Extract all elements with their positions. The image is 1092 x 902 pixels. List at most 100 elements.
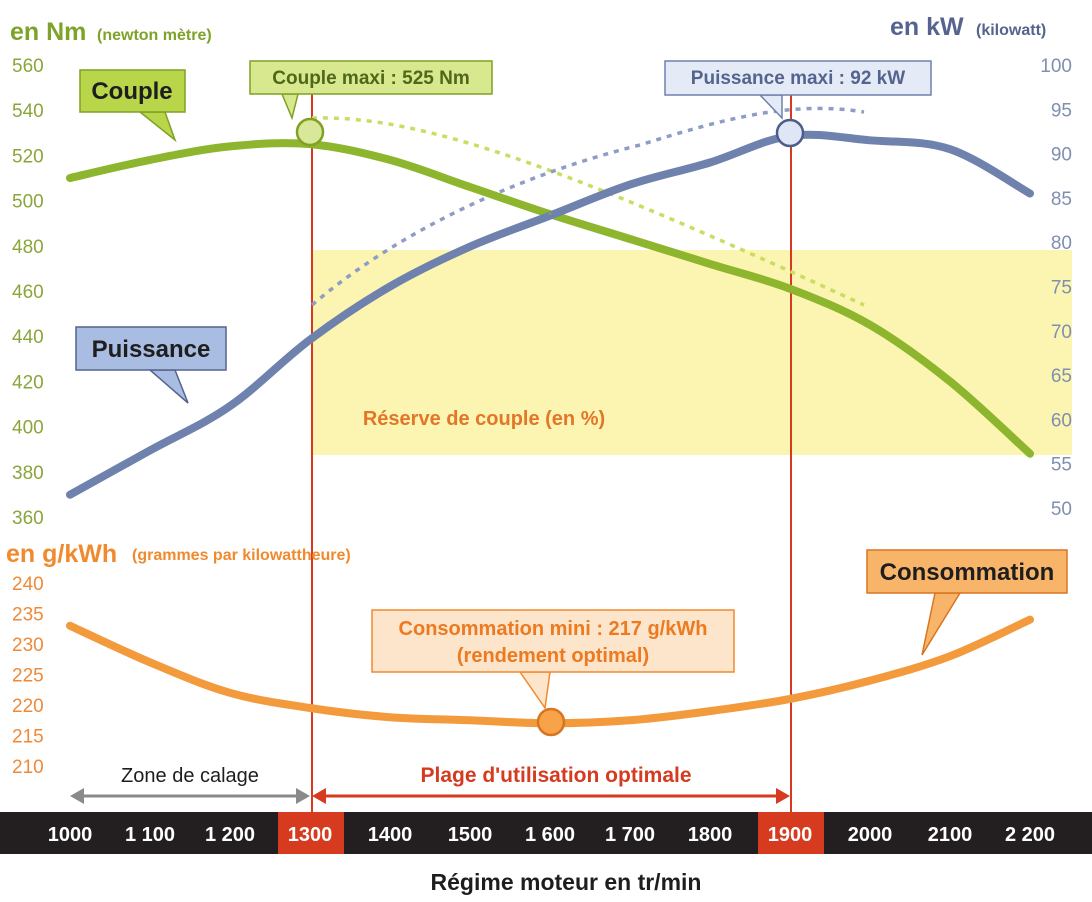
x-axis-bar [0,812,1092,854]
kw-unit: en kW [890,13,964,41]
consommation-label: Consommation [880,559,1055,586]
kw-tick-80: 80 [1051,233,1072,254]
x-tick-1300: 1300 [288,824,333,846]
nm-unit-desc: (newton mètre) [97,27,212,44]
nm-tick-460: 460 [12,282,44,303]
nm-tick-500: 500 [12,192,44,213]
g-tick-240: 240 [12,574,44,595]
x-tick-1600: 1 600 [525,824,575,846]
kw-tick-90: 90 [1051,145,1072,166]
x-tick-1000: 1000 [48,824,93,846]
couple-maxi-label: Couple maxi : 525 Nm [272,68,469,89]
kw-tick-70: 70 [1051,322,1072,343]
couple-point-1900 [788,287,792,291]
puissance-point-1100 [148,448,152,452]
kw-ticks: 100 95 90 85 80 75 70 65 60 55 50 [1040,56,1072,520]
puissance-label-callout: Puissance [75,326,227,404]
consommation-label-callout: Consommation [866,549,1068,656]
consommation-point-1200 [228,691,232,695]
conso-min-marker [536,707,566,737]
consommation-point-2000 [868,679,872,683]
x-axis-title: Régime moteur en tr/min [431,869,702,895]
x-tick-2100: 2100 [928,824,973,846]
nm-tick-480: 480 [12,237,44,258]
g-unit-desc: (grammes par kilowattheure) [132,547,351,564]
puissance-point-2000 [868,138,872,142]
g-ticks: 240 235 230 225 220 215 210 [12,574,44,778]
consommation-point-1100 [148,660,152,664]
x-tick-1900: 1900 [768,824,813,846]
conso-mini-label-1: Consommation mini : 217 g/kWh [399,618,708,640]
consommation-point-1700 [628,718,632,722]
consommation-point-1300 [308,706,312,710]
kw-tick-100: 100 [1040,56,1072,77]
plage-optimale-label: Plage d'utilisation optimale [420,764,691,787]
x-tick-2000: 2000 [848,824,893,846]
puissance-label: Puissance [92,336,211,363]
couple-point-1700 [628,237,632,241]
puissance-point-1400 [388,285,392,288]
g-tick-225: 225 [12,666,44,687]
kw-tick-75: 75 [1051,278,1072,299]
couple-dotted-curve [311,116,865,307]
kw-tick-55: 55 [1051,455,1072,476]
x-tick-1100: 1 100 [125,824,175,846]
x-tick-1500: 1500 [448,824,493,846]
g-tick-210: 210 [12,757,44,778]
consommation-point-1400 [388,715,392,719]
kw-tick-65: 65 [1051,366,1072,387]
couple-label: Couple [91,78,172,105]
nm-tick-560: 560 [12,56,44,77]
kw-tick-60: 60 [1051,410,1072,431]
nm-tick-420: 420 [12,372,44,393]
g-tick-220: 220 [12,696,44,717]
couple-point-1800 [708,262,712,266]
nm-tick-440: 440 [12,327,44,348]
g-unit: en g/kWh [6,540,117,568]
couple-point-1200 [228,144,232,148]
kw-unit-desc: (kilowatt) [976,22,1046,39]
couple-max-marker [295,117,325,147]
nm-unit: en Nm [10,18,86,46]
x-ticks: 1000 1 100 1 200 1300 1400 1500 1 600 1 700 1800… [48,824,1055,846]
zone-calage-arrow-left-head [70,788,84,804]
puissance-point-1000 [68,493,72,497]
couple-label-callout: Couple [79,69,186,143]
puissance-point-1800 [708,160,712,164]
nm-ticks: 560 540 520 500 480 460 440 420 400 380 360 [12,56,44,529]
reserve-label: Réserve de couple (en %) [363,408,605,430]
reserve-area [312,250,1072,455]
consommation-point-2200 [1028,618,1032,622]
nm-tick-400: 400 [12,418,44,439]
consommation-points [68,618,1032,725]
nm-tick-380: 380 [12,463,44,484]
g-tick-230: 230 [12,635,44,656]
conso-mini-callout: Consommation mini : 217 g/kWh (rendement… [371,609,735,711]
x-tick-1800: 1800 [688,824,733,846]
puissance-point-1700 [628,183,632,187]
consommation-point-1800 [708,709,712,713]
x-tick-1200: 1 200 [205,824,255,846]
puissance-dotted-curve [310,106,865,307]
couple-point-1000 [68,176,72,180]
puissance-point-2100 [948,147,952,151]
nm-tick-520: 520 [12,146,44,167]
puissance-maxi-label: Puissance maxi : 92 kW [691,68,905,89]
g-tick-235: 235 [12,605,44,626]
zone-calage-arrow-right-head [296,788,310,804]
consommation-point-1500 [468,718,472,722]
kw-tick-85: 85 [1051,189,1072,210]
couple-point-2200 [1028,452,1032,456]
plage-arrow-left-head [312,788,326,804]
nm-tick-540: 540 [12,101,44,122]
puissance-point-2200 [1028,191,1032,195]
nm-tick-360: 360 [12,508,44,529]
puissance-maxi-callout: Puissance maxi : 92 kW [664,60,932,120]
plage-arrow-right-head [776,788,790,804]
couple-point-2100 [948,379,952,383]
puissance-point-1300 [308,338,312,342]
x-tick-1400: 1400 [368,824,413,846]
couple-point-1100 [148,158,152,162]
x-highlight-1900 [758,812,824,854]
